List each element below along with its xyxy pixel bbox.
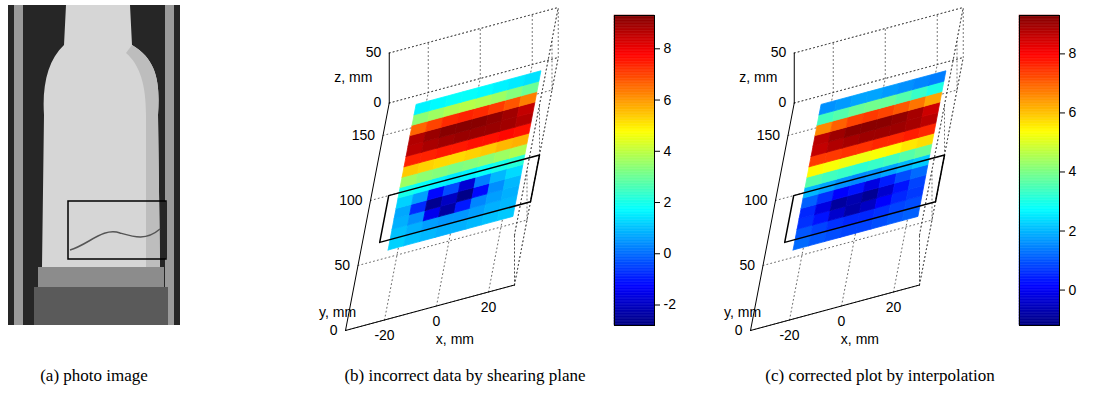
svg-text:-20: -20 xyxy=(779,327,799,343)
svg-text:z, mm: z, mm xyxy=(739,69,777,85)
svg-text:0: 0 xyxy=(838,313,846,329)
svg-text:50: 50 xyxy=(334,257,350,273)
svg-text:2: 2 xyxy=(1069,223,1077,239)
svg-text:6: 6 xyxy=(664,92,672,108)
svg-text:y, mm: y, mm xyxy=(319,304,356,320)
svg-text:y, mm: y, mm xyxy=(724,304,761,320)
svg-text:x, mm: x, mm xyxy=(436,331,474,347)
svg-text:150: 150 xyxy=(757,127,781,143)
html-text:(a) photo image: (a) photo image xyxy=(40,366,148,385)
svg-text:8: 8 xyxy=(1069,45,1077,61)
svg-text:100: 100 xyxy=(339,192,363,208)
svg-text:4: 4 xyxy=(664,143,672,159)
svg-text:8: 8 xyxy=(664,40,672,56)
svg-text:150: 150 xyxy=(352,127,376,143)
svg-text:-2: -2 xyxy=(664,296,677,312)
svg-text:50: 50 xyxy=(771,44,787,60)
svg-text:0: 0 xyxy=(433,313,441,329)
html-text:(c) corrected plot by interpol: (c) corrected plot by interpolation xyxy=(765,366,995,385)
svg-text:100: 100 xyxy=(744,192,768,208)
svg-text:-20: -20 xyxy=(374,327,394,343)
svg-text:0: 0 xyxy=(778,94,786,110)
svg-text:0: 0 xyxy=(664,245,672,261)
svg-text:50: 50 xyxy=(739,257,755,273)
svg-text:50: 50 xyxy=(366,44,382,60)
svg-text:z, mm: z, mm xyxy=(334,69,372,85)
svg-text:6: 6 xyxy=(1069,104,1077,120)
svg-text:4: 4 xyxy=(1069,163,1077,179)
svg-text:0: 0 xyxy=(735,322,743,338)
svg-text:0: 0 xyxy=(330,322,338,338)
svg-text:x, mm: x, mm xyxy=(841,331,879,347)
svg-text:2: 2 xyxy=(664,194,672,210)
html-text:(b) incorrect data by shearing: (b) incorrect data by shearing plane xyxy=(344,366,586,385)
svg-text:20: 20 xyxy=(481,299,497,315)
svg-text:0: 0 xyxy=(1069,282,1077,298)
svg-text:0: 0 xyxy=(373,94,381,110)
svg-text:20: 20 xyxy=(886,299,902,315)
